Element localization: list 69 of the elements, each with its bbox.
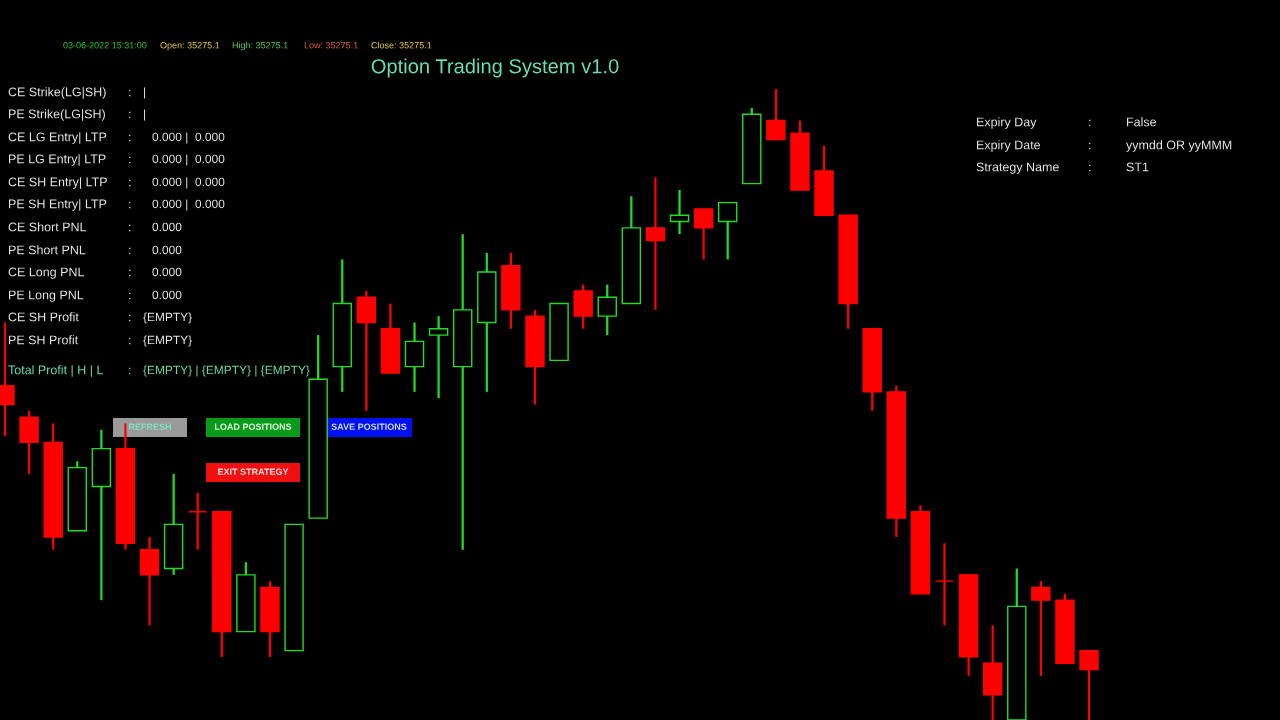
annotation: 0.000 | 0.000: [152, 199, 225, 211]
annotation: PE SH Entry| LTP: [9, 199, 107, 211]
annotation: :: [129, 111, 131, 119]
annotation: PE Short PNL: [9, 245, 86, 255]
annotation: :: [1089, 119, 1091, 127]
annotation: CE Strike(LG|SH): [8, 87, 106, 99]
text: Low: 35275.1: [304, 42, 358, 49]
candlestick: [766, 87, 786, 141]
text: Open: 35275.1: [160, 42, 220, 51]
annotation: :: [129, 134, 131, 142]
text: Close: 35275.1: [371, 41, 432, 49]
candlestick: [693, 207, 714, 261]
candlestick: [717, 201, 738, 261]
candlestick: [597, 283, 617, 337]
annotation: :: [129, 292, 131, 300]
annotation: 0.000: [152, 290, 182, 300]
candlestick: [1079, 649, 1099, 720]
candlestick: [934, 542, 955, 627]
annotation: PE LG Entry| LTP: [9, 154, 106, 166]
candlestick: [645, 176, 666, 311]
annotation: CE SH Entry| LTP: [8, 177, 107, 189]
annotation: |: [144, 109, 146, 121]
annotation: :: [1089, 164, 1091, 172]
annotation: 0.000: [152, 267, 182, 277]
annotation: Expiry Date: [977, 140, 1041, 152]
annotation: 0.000: [152, 222, 182, 232]
annotation: PE SH Profit: [9, 335, 79, 345]
annotation: PE Long PNL: [9, 290, 84, 302]
candlestick: [669, 188, 690, 236]
annotation: :: [1089, 142, 1091, 150]
candlestick: [428, 315, 449, 400]
annotation: PE Strike(LG|SH): [9, 109, 105, 121]
text: False: [1127, 117, 1157, 127]
annotation: :: [129, 269, 131, 277]
annotation: LOAD POSITIONS: [214, 423, 292, 430]
text: 03-06-2022 15:31:00: [63, 42, 147, 49]
text: ST1: [1126, 162, 1149, 172]
annotation: :: [129, 201, 131, 209]
annotation: :: [129, 247, 131, 255]
candlestick: [1031, 580, 1051, 677]
annotation: 0.000 | 0.000: [152, 132, 225, 144]
annotation: :: [129, 314, 131, 322]
candlestick: [187, 491, 208, 551]
annotation: Expiry Day: [977, 117, 1037, 129]
text: yymdd OR yyMMM: [1126, 140, 1232, 152]
annotation: {EMPTY}: [143, 312, 192, 324]
annotation: Total Profit | H | L: [8, 365, 103, 377]
annotation: REFRESH: [129, 423, 171, 430]
annotation: :: [129, 367, 131, 375]
annotation: 0.000 | 0.000: [152, 177, 225, 189]
annotation: EXIT STRATEGY: [218, 468, 289, 475]
annotation: :: [129, 337, 131, 345]
annotation: SAVE POSITIONS: [331, 423, 407, 430]
annotation: CE SH Profit: [8, 312, 79, 322]
annotation: :: [129, 179, 131, 187]
annotation: CE LG Entry| LTP: [8, 132, 107, 144]
chart-title: Option Trading System v1.0: [371, 58, 619, 78]
annotation: CE Short PNL: [8, 222, 87, 232]
annotation: 0.000 | 0.000: [152, 154, 225, 166]
annotation: CE Long PNL: [8, 267, 85, 279]
annotation: :: [129, 89, 131, 97]
annotation: 0.000: [152, 245, 182, 255]
annotation: |: [144, 87, 146, 99]
annotation: :: [129, 156, 131, 164]
annotation: {EMPTY}: [143, 335, 192, 347]
annotation: Strategy Name: [976, 162, 1059, 174]
annotation: :: [129, 224, 131, 232]
text: High: 35275.1: [232, 41, 288, 51]
annotation: {EMPTY} | {EMPTY} | {EMPTY}: [143, 365, 310, 377]
